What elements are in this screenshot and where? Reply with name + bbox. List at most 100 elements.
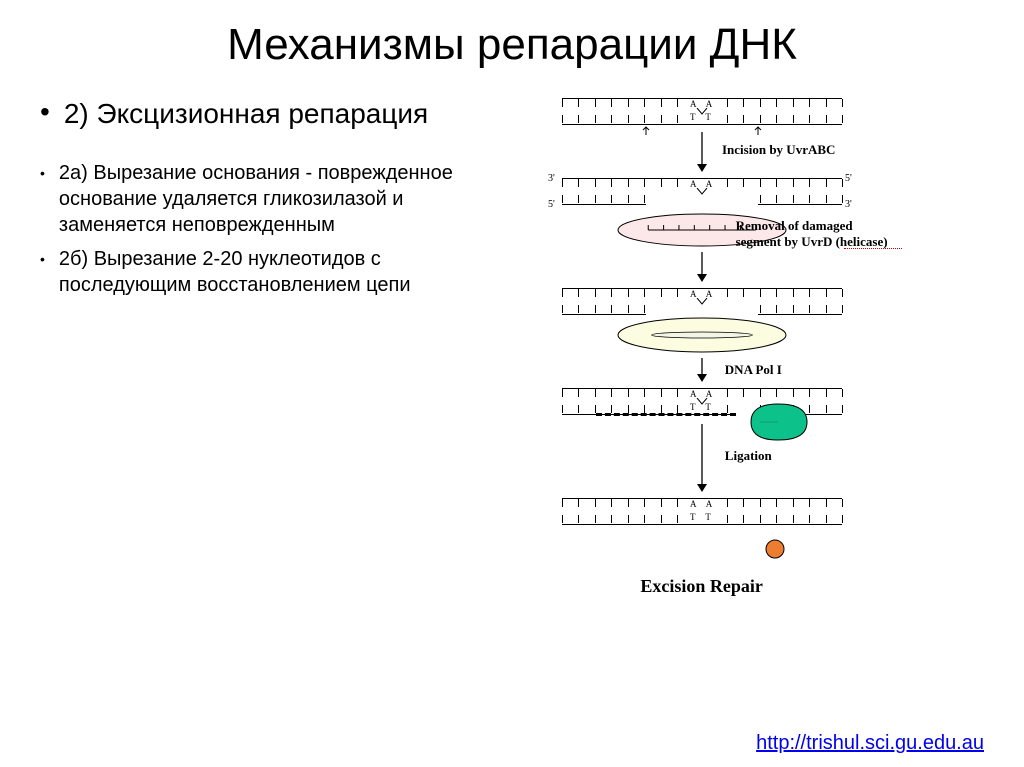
bullet-main: • 2) Эксцизионная репарация [40, 98, 502, 130]
dna-tick [760, 289, 761, 297]
dna-tick [611, 179, 612, 187]
dna-tick [776, 305, 777, 313]
dna-tick [595, 499, 596, 507]
dna-tick [595, 99, 596, 107]
dna-strand-bottom [562, 124, 842, 125]
dna-tick [578, 115, 579, 123]
dna-tick [760, 99, 761, 107]
dna-tick [644, 305, 645, 313]
dna-tick [562, 515, 563, 523]
dna-tick [611, 305, 612, 313]
dna-tick [727, 389, 728, 397]
dna-tick [793, 179, 794, 187]
bullet-dot: • [40, 98, 50, 126]
dna-tick [776, 99, 777, 107]
dna-tick [595, 515, 596, 523]
dna-tick [743, 99, 744, 107]
dna-tick [727, 515, 728, 523]
sub-bullet-1: • 2а) Вырезание основания - поврежденное… [40, 160, 502, 238]
dna-tick [644, 115, 645, 123]
dna-tick [727, 115, 728, 123]
dna-tick [842, 389, 843, 397]
dna-tick [628, 499, 629, 507]
dna-strand-bottom [758, 314, 842, 315]
dna-tick [611, 405, 612, 413]
dna-tick [644, 179, 645, 187]
sub-dot: • [40, 252, 45, 266]
dna-tick [776, 179, 777, 187]
dna-tick [562, 389, 563, 397]
dna-tick [628, 389, 629, 397]
dna-tick [628, 289, 629, 297]
incision-arrow [641, 125, 651, 137]
dna-tick [727, 99, 728, 107]
dna-tick [842, 99, 843, 107]
arrow-down [692, 356, 712, 384]
dna-tick [661, 289, 662, 297]
dna-tick [661, 515, 662, 523]
dna-tick [644, 195, 645, 203]
dna-tick [661, 179, 662, 187]
dna-tick [628, 405, 629, 413]
dna-tick [809, 515, 810, 523]
dna-tick [842, 499, 843, 507]
dna-tick [562, 405, 563, 413]
step-label-ligation: Ligation [725, 448, 772, 464]
dna-tick [578, 389, 579, 397]
dna-tick [578, 305, 579, 313]
dna-tick [776, 515, 777, 523]
dna-tick [611, 289, 612, 297]
base-label-A: A A [690, 499, 716, 509]
dna-tick [578, 515, 579, 523]
bullet-main-text: 2) Эксцизионная репарация [64, 98, 428, 130]
dna-tick [826, 499, 827, 507]
dna-tick [611, 99, 612, 107]
dna-tick [661, 389, 662, 397]
dna-tick [644, 515, 645, 523]
dna-tick [743, 499, 744, 507]
dna-tick [809, 115, 810, 123]
source-link[interactable]: http://trishul.sci.gu.edu.au [756, 732, 984, 755]
end-label: 5' [548, 199, 555, 210]
dna-tick [842, 289, 843, 297]
dna-tick [628, 115, 629, 123]
dna-strand-bottom [562, 524, 842, 525]
dna-tick [743, 515, 744, 523]
dna-tick [562, 115, 563, 123]
dna-strand-bottom [562, 204, 646, 205]
base-label-T: T T [690, 112, 715, 122]
dna-tick [578, 289, 579, 297]
dna-tick [793, 515, 794, 523]
sub-bullet-1-text: 2а) Вырезание основания - поврежденное о… [59, 160, 502, 238]
dna-tick [611, 195, 612, 203]
content-row: • 2) Эксцизионная репарация • 2а) Выреза… [40, 98, 984, 678]
dna-tick [760, 305, 761, 313]
dna-tick [826, 195, 827, 203]
dna-tick [595, 115, 596, 123]
dna-tick [826, 405, 827, 413]
dna-tick [809, 405, 810, 413]
dna-tick [842, 115, 843, 123]
dna-tick [776, 499, 777, 507]
dna-tick [611, 115, 612, 123]
dna-tick [842, 179, 843, 187]
dna-tick [661, 115, 662, 123]
dna-tick [776, 195, 777, 203]
dna-tick [595, 179, 596, 187]
dna-tick [595, 289, 596, 297]
dna-tick [809, 499, 810, 507]
dna-tick [578, 405, 579, 413]
dna-tick [595, 195, 596, 203]
dna-tick [644, 405, 645, 413]
end-label: 3' [845, 199, 852, 210]
dna-tick [644, 289, 645, 297]
dna-new-segment [596, 413, 736, 416]
dna-tick [644, 99, 645, 107]
dna-tick [578, 195, 579, 203]
step-label-pol: DNA Pol I [725, 362, 782, 378]
sub-bullet-2: • 2б) Вырезание 2-20 нуклеотидов с после… [40, 246, 502, 298]
dna-tick [611, 389, 612, 397]
text-column: • 2) Эксцизионная репарация • 2а) Выреза… [40, 98, 512, 678]
arrow-down [692, 422, 712, 494]
dna-tick [809, 99, 810, 107]
